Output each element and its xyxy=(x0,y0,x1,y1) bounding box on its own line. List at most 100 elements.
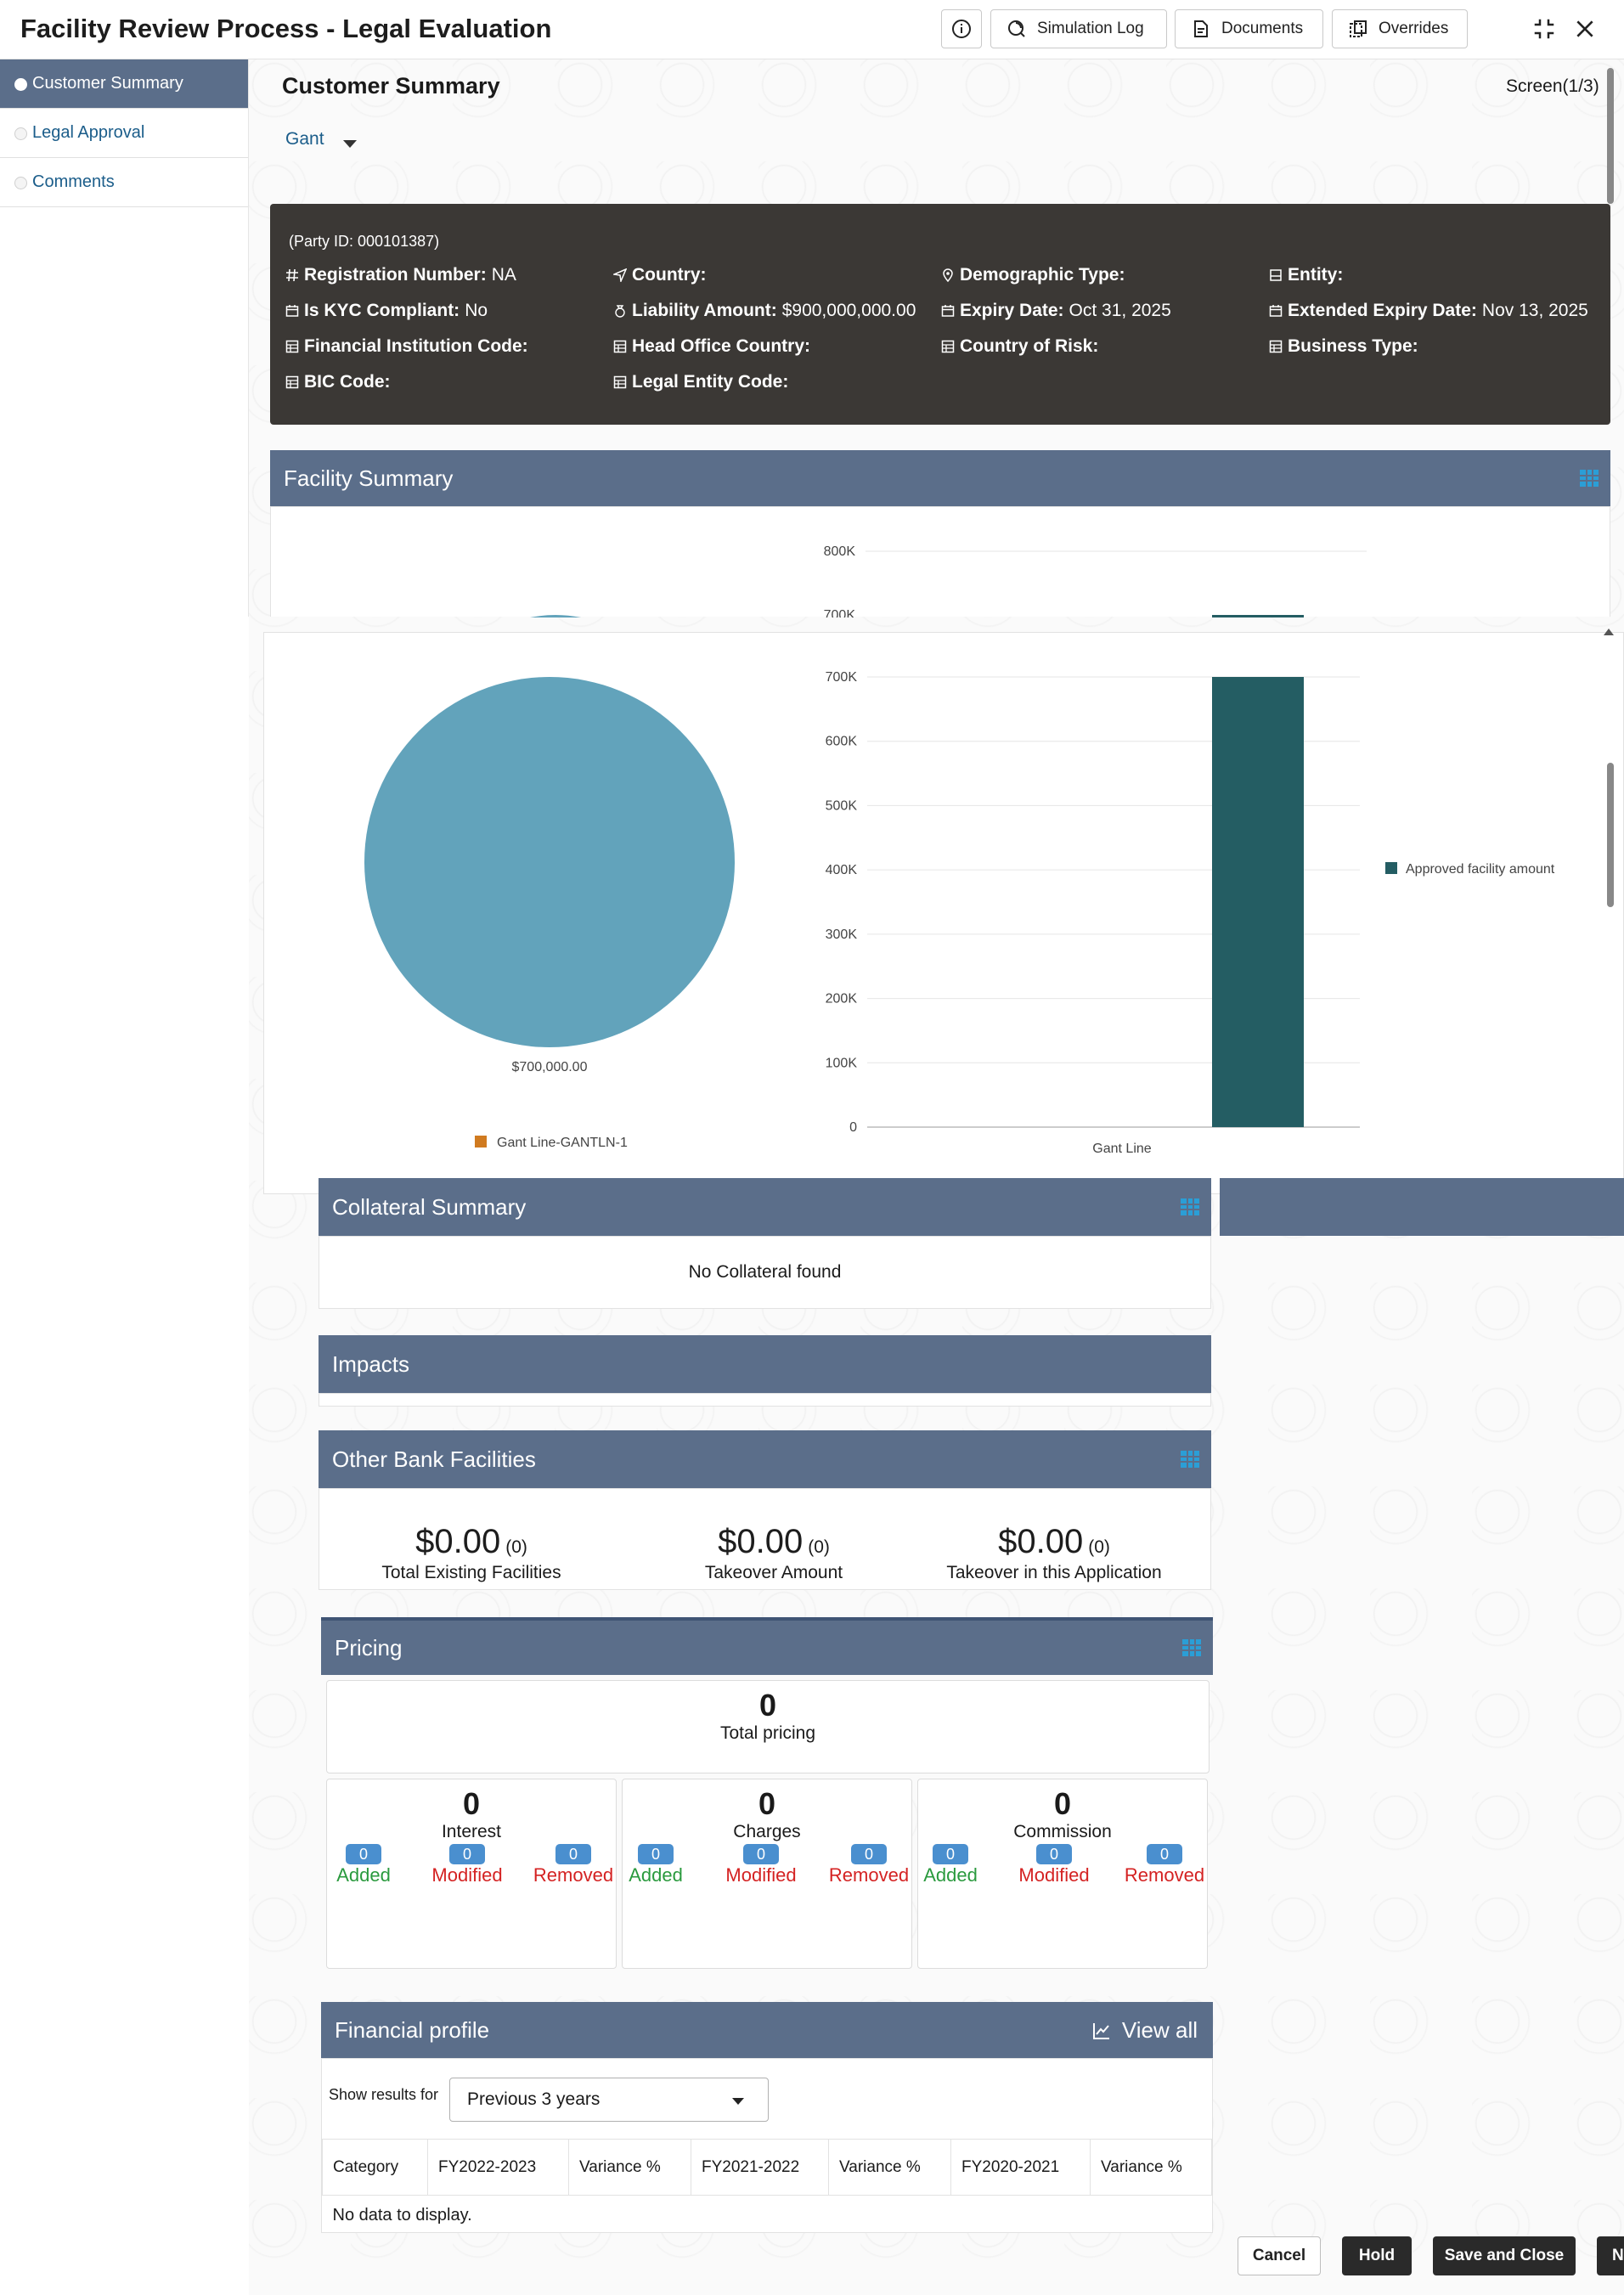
line-chart-icon xyxy=(1092,2022,1109,2039)
pie-legend-swatch xyxy=(475,1136,487,1148)
kyc-compliant-field: Is KYC Compliant: No xyxy=(285,301,488,321)
period-select[interactable]: Previous 3 years xyxy=(449,2078,769,2122)
extended-expiry-date-field: Extended Expiry Date: Nov 13, 2025 xyxy=(1269,301,1588,321)
pie-data-label: $700,000.00 xyxy=(512,1060,588,1074)
column-header[interactable]: Category xyxy=(322,2139,428,2196)
table-icon xyxy=(285,375,299,389)
sidebar-item-legal-approval[interactable]: Legal Approval xyxy=(0,109,248,158)
y-tick-label: 0 xyxy=(849,1120,857,1135)
takeover-in-application-stat: $0.00 (0) Takeover in this Application xyxy=(931,1523,1177,1583)
table-icon xyxy=(941,340,955,353)
save-and-close-button[interactable]: Save and Close xyxy=(1433,2236,1576,2275)
total-pricing-caption: Total pricing xyxy=(719,1723,816,1743)
money-bag-icon xyxy=(615,305,625,318)
entity-icon xyxy=(1270,269,1282,281)
y-tick-label: 700K xyxy=(824,608,856,617)
y-tick-label: 500K xyxy=(826,798,858,813)
table-header-row: Category FY2022-2023 Variance % FY2021-2… xyxy=(322,2139,1212,2196)
country-field: Country: xyxy=(613,265,712,285)
cancel-button[interactable]: Cancel xyxy=(1238,2236,1321,2275)
document-icon xyxy=(1194,20,1208,37)
info-button[interactable] xyxy=(941,9,982,48)
hold-button[interactable]: Hold xyxy=(1342,2236,1412,2275)
bar xyxy=(1212,677,1304,1127)
stat-caption: Takeover in this Application xyxy=(946,1563,1162,1582)
charges-value: 0 xyxy=(758,1786,776,1821)
column-header[interactable]: Variance % xyxy=(828,2139,951,2196)
grid-view-icon[interactable] xyxy=(1580,470,1599,487)
stat-caption: Total Existing Facilities xyxy=(381,1563,561,1582)
charges-card: 0 Charges 0 Added 0 Modified 0 Removed xyxy=(622,1779,912,1969)
map-pin-icon xyxy=(943,268,953,282)
customer-dropdown[interactable]: Gant xyxy=(285,129,357,149)
close-icon[interactable] xyxy=(1570,14,1600,44)
overrides-button[interactable]: Overrides xyxy=(1332,9,1468,48)
period-select-value: Previous 3 years xyxy=(467,2089,601,2109)
grid-view-icon[interactable] xyxy=(1181,1451,1199,1468)
chevron-down-icon xyxy=(342,139,357,148)
facility-summary-chart-svg: $700,000.00 Gant Line-GANTLN-1 0 100K 200K 30… xyxy=(364,670,1555,1156)
hash-icon xyxy=(286,268,298,282)
column-header[interactable]: Variance % xyxy=(1090,2139,1212,2196)
collateral-summary-body: No Collateral found xyxy=(319,1236,1211,1309)
registration-number-field: Registration Number: NA xyxy=(285,265,516,285)
sidebar-item-comments[interactable]: Comments xyxy=(0,158,248,207)
head-office-country-field: Head Office Country: xyxy=(613,336,815,357)
removed-count: 0 Removed xyxy=(828,1844,910,1886)
financial-profile-table: Category FY2022-2023 Variance % FY2021-2… xyxy=(322,2139,1212,2236)
documents-button[interactable]: Documents xyxy=(1175,9,1323,48)
sidebar: Customer Summary Legal Approval Comments xyxy=(0,59,249,617)
overrides-label: Overrides xyxy=(1379,20,1449,37)
simulation-log-button[interactable]: Simulation Log xyxy=(990,9,1167,48)
scrollbar-thumb[interactable] xyxy=(1607,68,1614,204)
charges-caption: Charges xyxy=(733,1822,801,1841)
column-header[interactable]: FY2022-2023 xyxy=(427,2139,569,2196)
collateral-summary-header: Collateral Summary xyxy=(319,1178,1211,1236)
interest-value: 0 xyxy=(462,1786,481,1821)
empty-table-text: No data to display. xyxy=(332,2206,472,2225)
simulation-icon xyxy=(1008,20,1025,37)
table-row: No data to display. xyxy=(323,2196,1212,2236)
impacts-body xyxy=(319,1393,1211,1407)
grid-view-icon[interactable] xyxy=(1182,1639,1201,1656)
pricing-title: Pricing xyxy=(335,1634,403,1661)
table-icon xyxy=(1269,340,1283,353)
y-tick-label: 700K xyxy=(826,670,858,685)
stat-count: (0) xyxy=(808,1537,830,1557)
step-dot-icon xyxy=(14,78,27,91)
column-header[interactable]: Variance % xyxy=(568,2139,691,2196)
bic-code-field: BIC Code: xyxy=(285,372,396,392)
view-all-link[interactable]: View all xyxy=(1091,2017,1198,2044)
bar-legend-swatch xyxy=(1385,862,1397,874)
added-count: 0 Added xyxy=(923,1844,978,1886)
table-icon xyxy=(613,375,627,389)
grid-view-icon[interactable] xyxy=(1181,1198,1199,1215)
column-header[interactable]: FY2020-2021 xyxy=(950,2139,1091,2196)
y-tick-label: 600K xyxy=(826,735,858,749)
collapse-screen-icon[interactable] xyxy=(1529,14,1559,44)
chevron-down-icon xyxy=(732,2098,744,2105)
step-dot-icon xyxy=(14,127,27,140)
interest-card: 0 Interest 0 Added 0 Modified 0 Removed xyxy=(326,1779,617,1969)
calendar-icon xyxy=(1269,305,1283,317)
interest-caption: Interest xyxy=(441,1822,502,1841)
financial-profile-title: Financial profile xyxy=(335,2016,490,2043)
sidebar-item-label: Comments xyxy=(32,172,115,191)
info-icon xyxy=(952,20,971,38)
stat-amount: $0.00 xyxy=(998,1523,1084,1560)
section-heading: Customer Summary xyxy=(282,73,500,99)
facility-chart-top-fragment: 800K 700K xyxy=(530,544,1367,623)
financial-institution-code-field: Financial Institution Code: xyxy=(285,336,533,357)
next-button[interactable]: N xyxy=(1597,2236,1624,2275)
scrollbar-thumb[interactable] xyxy=(1607,763,1614,907)
bar-legend-label: Approved facility amount xyxy=(1406,862,1555,877)
sidebar-item-customer-summary[interactable]: Customer Summary xyxy=(0,59,248,109)
removed-count: 0 Removed xyxy=(533,1844,614,1886)
party-info-card: (Party ID: 000101387) Registration Numbe… xyxy=(270,204,1610,425)
screen-counter: Screen(1/3) xyxy=(1506,76,1599,96)
commission-value: 0 xyxy=(1053,1786,1072,1821)
column-header[interactable]: FY2021-2022 xyxy=(691,2139,829,2196)
scroll-up-icon[interactable] xyxy=(1604,629,1614,635)
location-arrow-icon xyxy=(613,268,627,282)
stat-caption: Takeover Amount xyxy=(704,1563,843,1582)
